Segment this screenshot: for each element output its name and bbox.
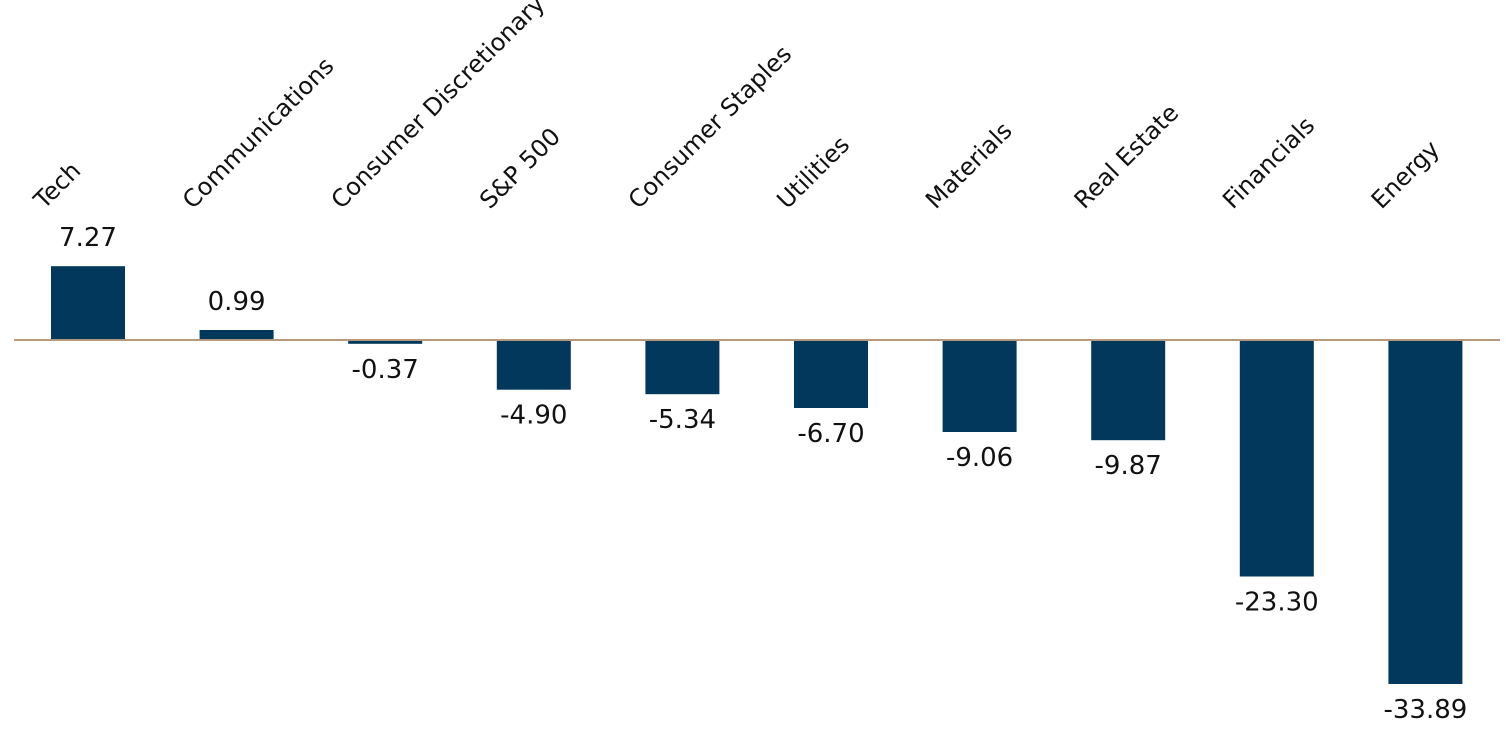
category-label-consumer-staples: Consumer Staples	[623, 40, 797, 214]
bar-tech	[51, 266, 125, 340]
bar-materials	[942, 340, 1017, 432]
category-label-real-estate: Real Estate	[1069, 99, 1184, 214]
bar-energy	[1388, 340, 1463, 684]
value-label-sandp-500: -4.90	[500, 401, 567, 431]
bar-financials	[1239, 340, 1314, 577]
category-label-tech: Tech	[28, 156, 87, 215]
value-label-tech: 7.27	[59, 223, 117, 253]
bar-real-estate	[1091, 340, 1166, 441]
category-label-financials: Financials	[1217, 111, 1320, 214]
value-label-communications: 0.99	[208, 287, 266, 317]
value-label-energy: -33.89	[1383, 695, 1467, 725]
bar-utilities	[794, 340, 868, 408]
category-label-communications: Communications	[177, 52, 339, 214]
value-label-consumer-staples: -5.34	[649, 405, 716, 435]
bars-layer	[51, 266, 1463, 684]
category-label-energy: Energy	[1366, 135, 1445, 214]
value-label-financials: -23.30	[1235, 588, 1319, 618]
category-label-sandp-500: S&P 500	[474, 122, 566, 214]
value-label-real-estate: -9.87	[1095, 451, 1162, 481]
bar-consumer-staples	[645, 340, 720, 395]
bar-sandp-500	[496, 340, 571, 390]
category-label-utilities: Utilities	[771, 131, 855, 215]
bar-consumer-discretionary	[348, 340, 423, 344]
bar-communications	[199, 330, 274, 340]
value-label-utilities: -6.70	[797, 419, 864, 449]
category-label-materials: Materials	[920, 117, 1018, 215]
value-label-consumer-discretionary: -0.37	[352, 355, 419, 385]
value-labels-layer: 7.27 0.99 -0.37 -4.90 -5.34 -6.70 -9.06 -9.87 -2…	[59, 223, 1467, 725]
value-label-materials: -9.06	[946, 443, 1013, 473]
